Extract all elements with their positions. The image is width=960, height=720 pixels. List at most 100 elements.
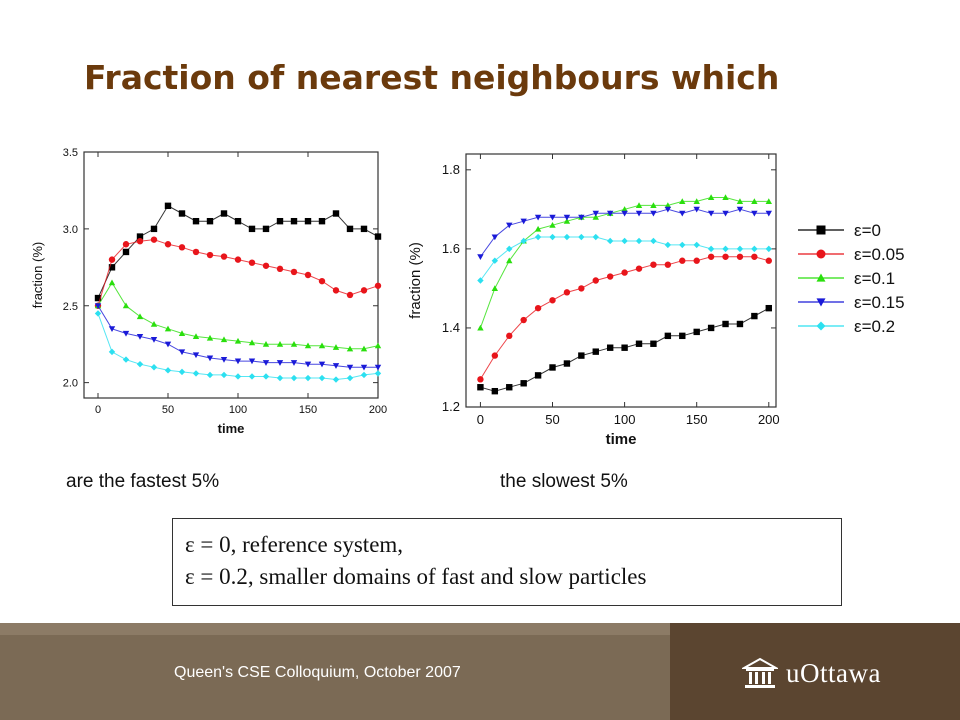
- chart2-point: [506, 332, 513, 340]
- legend-marker: [816, 249, 826, 259]
- chart1-point: [122, 302, 130, 309]
- chart1-point: [318, 361, 326, 368]
- chart1-point: [108, 326, 116, 333]
- chart1-point: [248, 339, 256, 346]
- chart2-point: [563, 233, 571, 241]
- chart1-point: [318, 217, 326, 225]
- chart2-point: [520, 237, 527, 245]
- chart1-point: [332, 210, 340, 217]
- chart1-point: [150, 225, 158, 233]
- chart1-point: [192, 248, 200, 256]
- chart1-point: [150, 337, 158, 343]
- chart2-point: [549, 221, 556, 228]
- chart1-point: [220, 371, 228, 379]
- chart2-point: [549, 364, 556, 371]
- chart1-point: [262, 225, 270, 233]
- chart2-ytick-label: 1.6: [442, 241, 460, 256]
- chart2-point: [592, 277, 599, 284]
- chart2-point: [520, 380, 527, 387]
- chart2-point: [477, 254, 484, 260]
- note-box: ε = 0, reference system, ε = 0.2, smalle…: [172, 518, 842, 606]
- chart2-xtick-label: 150: [686, 412, 708, 427]
- chart1-point: [346, 364, 354, 371]
- chart1-point: [94, 310, 102, 317]
- chart2-point: [606, 210, 614, 217]
- chart2-xtick-label: 100: [614, 412, 636, 427]
- chart1-point: [164, 202, 172, 210]
- chart2-point: [578, 352, 585, 359]
- chart1-point: [290, 360, 298, 366]
- chart1-point: [136, 237, 144, 245]
- chart1-xtick-label: 0: [95, 404, 101, 416]
- chart1-point: [136, 233, 144, 240]
- caption-slowest: the slowest 5%: [500, 471, 628, 492]
- logo-text: uOttawa: [786, 657, 881, 688]
- chart2-ylabel: fraction (%): [407, 242, 424, 319]
- legend-label: ε=0.05: [854, 245, 905, 264]
- chart1-point: [248, 259, 256, 266]
- chart2-xtick-label: 200: [758, 412, 780, 427]
- chart2-point: [650, 202, 657, 208]
- chart1-point: [234, 337, 242, 344]
- chart1-xlabel: time: [218, 421, 245, 436]
- chart2-point: [664, 332, 672, 340]
- chart1-point: [262, 340, 270, 347]
- chart1-point: [220, 336, 228, 343]
- chart1-point: [276, 265, 284, 273]
- chart2-point: [722, 320, 729, 328]
- chart2-point: [534, 304, 542, 312]
- chart2-point: [707, 253, 715, 260]
- chart2-point: [722, 194, 729, 201]
- chart2-point: [751, 312, 758, 320]
- chart1-point: [360, 225, 368, 233]
- chart1-point: [178, 349, 186, 356]
- chart1-point: [332, 287, 340, 294]
- chart2-point: [621, 269, 628, 276]
- chart1-point: [304, 217, 312, 225]
- chart1-point: [374, 233, 382, 240]
- chart2-point: [549, 214, 556, 221]
- chart1-point: [192, 370, 200, 377]
- chart1-point: [122, 248, 130, 256]
- chart2-ytick-label: 1.2: [442, 399, 460, 414]
- chart1-point: [332, 363, 340, 369]
- chart2-point: [679, 210, 686, 217]
- chart2-point: [650, 340, 657, 347]
- chart1-point: [346, 291, 354, 299]
- chart2-point: [679, 241, 686, 249]
- chart1-point: [108, 256, 116, 263]
- chart2-point: [751, 245, 758, 253]
- chart2-point: [635, 210, 643, 217]
- chart2-point: [549, 233, 556, 241]
- chart2-point: [722, 210, 729, 217]
- chart1-point: [374, 342, 382, 349]
- slide-title: Fraction of nearest neighbours which: [84, 58, 780, 97]
- charts-area: 0 50 100 150 200 2.0 2.5 3.0 3.5 time fraction (%)…: [30, 147, 905, 448]
- chart2-point: [534, 233, 542, 241]
- chart1-point: [108, 279, 116, 286]
- chart1-xtick-label: 50: [162, 404, 174, 416]
- chart1-xtick-label: 150: [299, 404, 317, 416]
- chart1-point: [248, 225, 256, 233]
- chart2-point: [707, 194, 715, 201]
- chart2-point: [765, 304, 772, 312]
- chart2-point: [679, 332, 686, 340]
- chart1-point: [206, 217, 214, 225]
- chart1-point: [318, 342, 326, 349]
- chart1-point: [122, 241, 130, 248]
- chart1-point: [178, 210, 186, 217]
- chart2-point: [736, 245, 744, 253]
- legend-label: ε=0.1: [854, 269, 895, 288]
- chart2-point: [491, 257, 499, 264]
- chart2-point: [621, 237, 628, 245]
- chart1-point: [150, 364, 158, 371]
- chart1-point: [164, 367, 172, 374]
- chart2-point: [606, 237, 614, 245]
- chart2-point: [491, 285, 499, 291]
- chart2-point: [506, 384, 513, 391]
- chart2-point: [578, 233, 585, 241]
- chart2-point: [477, 277, 484, 284]
- chart2-point: [707, 210, 715, 217]
- chart1-point: [374, 370, 382, 377]
- chart2-point: [707, 245, 715, 253]
